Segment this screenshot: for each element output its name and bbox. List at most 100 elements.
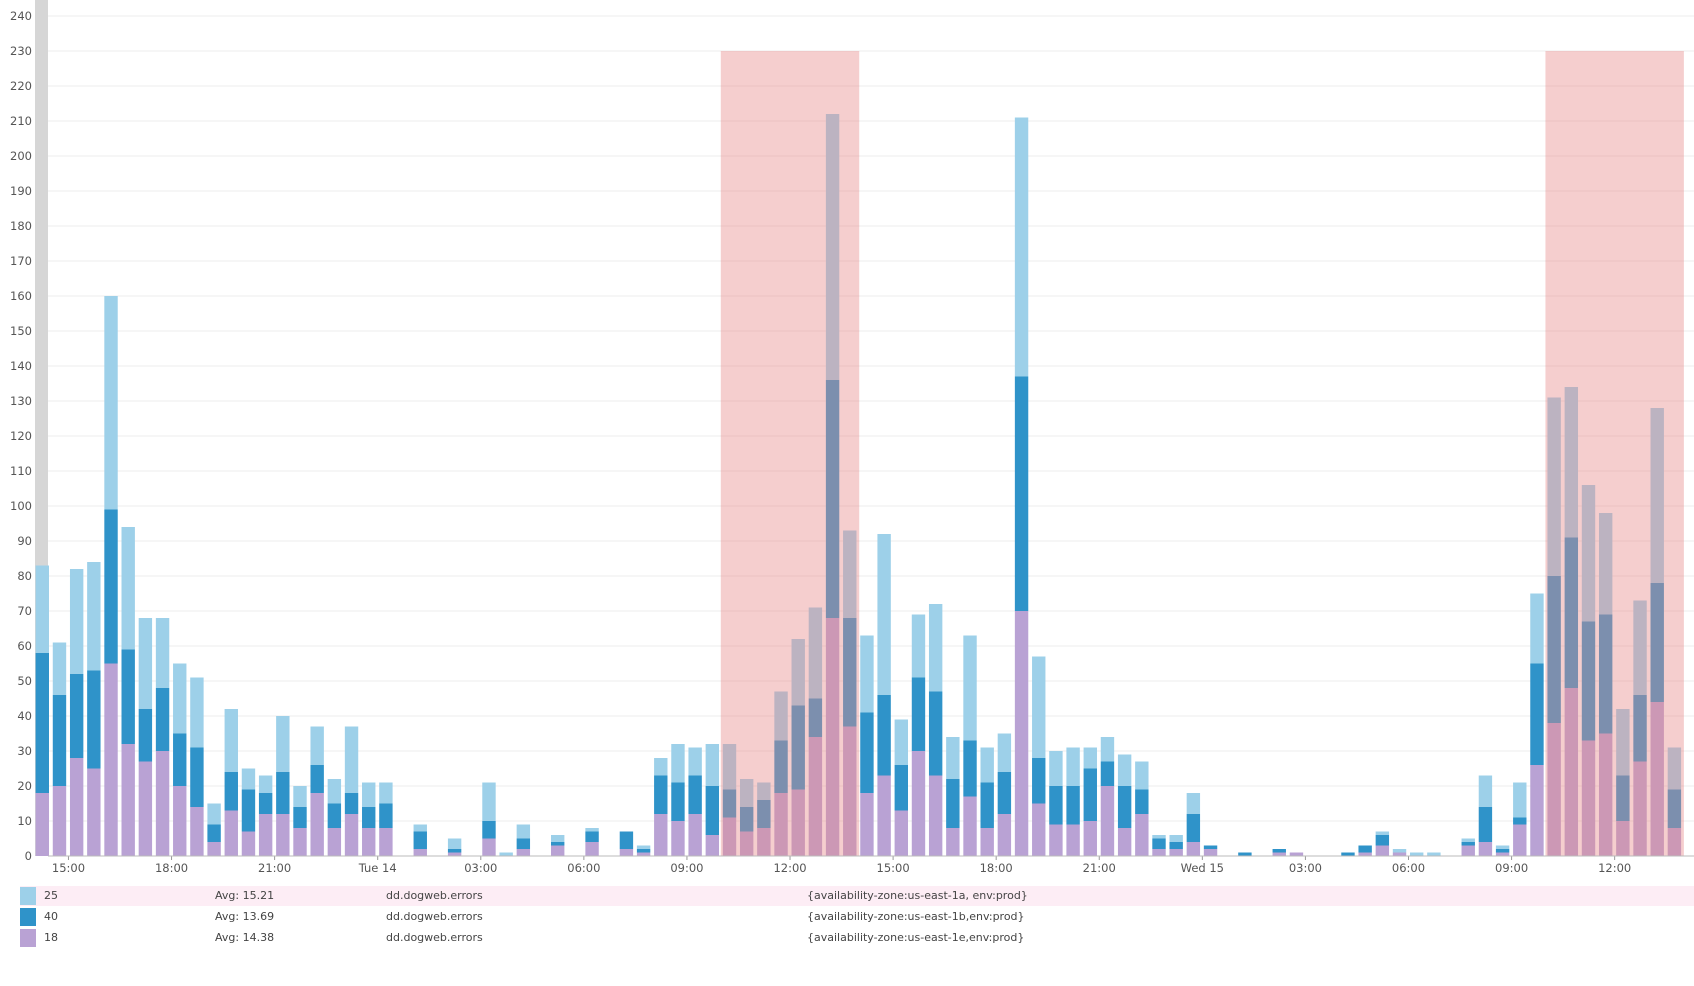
event-marker-region [720,51,860,856]
bar-segment [671,821,685,856]
bar-segment [1530,663,1544,765]
bar-segment [757,800,771,828]
bar-segment [791,789,805,856]
bar-segment [894,765,908,811]
bar-segment [1135,814,1149,856]
bar-segment [860,635,874,713]
bar-segment [619,849,634,856]
x-tick-label: 18:00 [980,861,1013,875]
bar-segment [379,803,393,828]
bar-segment [1169,842,1183,849]
bar-segment [138,709,153,762]
bar-segment [980,782,994,828]
stacked-bar-chart: 0 10 20 30 40 50 60 70 80 90 100 110 120 130 140 150 160… [10,0,1694,875]
bar-segment [1100,786,1115,856]
bar-segment [946,779,960,828]
bar-segment [911,751,926,856]
bar-segment [1117,754,1132,786]
legend-swatch [20,908,36,926]
bar-segment [997,772,1012,814]
bar-segment [207,842,221,856]
legend-row[interactable]: 18 Avg: 14.38 dd.dogweb.errors {availabi… [20,928,1694,948]
bar-segment [1186,814,1201,842]
bar-segment [1066,786,1080,825]
x-tick-label: 09:00 [670,861,703,875]
x-tick-label: 18:00 [155,861,188,875]
bar-segment [585,842,599,856]
bar-segment [155,751,170,856]
bar-segment [1667,828,1682,856]
bar-segment [1186,793,1201,814]
bar-segment [1667,747,1682,790]
y-tick-label: 180 [10,219,32,233]
bar-segment [447,852,462,856]
bar-segment [705,835,720,856]
bar-segment [825,380,840,618]
legend-value: 25 [44,889,58,902]
bar-segment [963,635,977,741]
bar-segment [69,569,84,674]
bar-segment [1066,824,1080,856]
bar-segment [379,782,393,804]
bar-segment [739,807,754,832]
bar-segment [1049,824,1063,856]
y-tick-label: 70 [17,604,32,618]
bar-segment [1461,842,1475,846]
x-tick-label: 21:00 [1083,861,1116,875]
bar-segment [1633,761,1647,856]
bar-segment [877,695,891,776]
y-tick-label: 120 [10,429,32,443]
y-tick-label: 130 [10,394,32,408]
bar-segment [636,845,651,849]
bar-segment [310,726,324,765]
x-tick-label: 06:00 [1392,861,1425,875]
legend-row[interactable]: 40 Avg: 13.69 dd.dogweb.errors {availabi… [20,907,1694,927]
bar-segment [551,842,565,846]
legend-row[interactable]: 25 Avg: 15.21 dd.dogweb.errors {availabi… [20,886,1694,906]
bar-segment [1581,621,1596,741]
bar-segment [447,849,462,853]
bar-segment [1564,387,1579,538]
bar-segment [1495,845,1510,849]
bar-segment [791,639,805,706]
y-tick-label: 100 [10,499,32,513]
bar-segment [258,793,273,814]
bar-segment [121,527,135,650]
bar-segment [1135,761,1149,790]
bar-segment [1272,852,1286,856]
bar-segment [980,747,994,783]
bar-segment [52,642,67,695]
bar-segment [224,709,238,772]
bar-segment [413,849,427,856]
bar-segment [1152,849,1166,856]
legend-avg: Avg: 14.38 [215,931,275,944]
bar-segment [224,810,238,856]
x-tick-label: 21:00 [258,861,291,875]
bar-segment [1547,576,1561,723]
bar-segment [413,831,427,849]
bar-segment [482,838,496,856]
bar-segment [1375,845,1390,856]
x-tick-label: 03:00 [1289,861,1322,875]
bar-segment [843,530,857,618]
bar-segment [362,782,376,807]
legend-metric: dd.dogweb.errors [386,931,483,944]
bar-segment [1289,852,1304,856]
bar-segment [757,828,771,856]
bar-segment [258,775,273,793]
y-tick-label: 200 [10,149,32,163]
bar-segment [1392,852,1407,856]
bar-segment [1547,723,1561,856]
bar-segment [207,824,221,842]
bar-segment [1014,611,1029,856]
x-tick-label: Wed 15 [1181,861,1224,875]
bar-segment [52,786,67,856]
y-tick-label: 20 [17,779,32,793]
y-tick-label: 50 [17,674,32,688]
bar-segment [241,831,256,856]
bar-segment [121,649,135,744]
bar-segment [1066,747,1080,786]
bar-segment [1513,824,1527,856]
x-tick-label: 15:00 [877,861,910,875]
legend-avg: Avg: 13.69 [215,910,275,923]
